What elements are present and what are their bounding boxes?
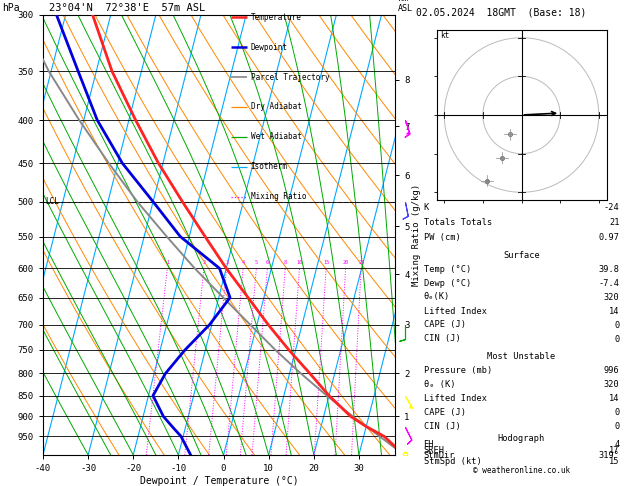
Text: 0: 0 bbox=[615, 421, 620, 431]
Text: Temp (°C): Temp (°C) bbox=[423, 264, 470, 274]
Text: 0.97: 0.97 bbox=[598, 233, 620, 242]
Text: Parcel Trajectory: Parcel Trajectory bbox=[251, 72, 330, 82]
Text: Totals Totals: Totals Totals bbox=[423, 218, 492, 227]
Text: 17: 17 bbox=[609, 446, 620, 454]
Text: 25: 25 bbox=[358, 260, 364, 265]
Text: Lifted Index: Lifted Index bbox=[423, 307, 486, 315]
Text: CAPE (J): CAPE (J) bbox=[423, 320, 465, 330]
Text: 6: 6 bbox=[266, 260, 269, 265]
Text: Dewpoint: Dewpoint bbox=[251, 43, 287, 52]
Text: 4: 4 bbox=[242, 260, 245, 265]
Text: θₑ (K): θₑ (K) bbox=[423, 380, 455, 388]
Text: Lifted Index: Lifted Index bbox=[423, 394, 486, 402]
Text: kt: kt bbox=[440, 31, 450, 40]
Text: EH: EH bbox=[423, 440, 434, 449]
Text: 0: 0 bbox=[615, 320, 620, 330]
Text: 5: 5 bbox=[255, 260, 258, 265]
Text: StmSpd (kt): StmSpd (kt) bbox=[423, 457, 481, 466]
Text: SREH: SREH bbox=[423, 446, 445, 454]
Text: Most Unstable: Most Unstable bbox=[487, 351, 555, 361]
Text: © weatheronline.co.uk: © weatheronline.co.uk bbox=[473, 467, 570, 475]
Text: 39.8: 39.8 bbox=[598, 264, 620, 274]
Text: 1: 1 bbox=[166, 260, 169, 265]
Text: 21: 21 bbox=[609, 218, 620, 227]
Text: 320: 320 bbox=[604, 380, 620, 388]
Text: 2: 2 bbox=[203, 260, 206, 265]
Text: Pressure (mb): Pressure (mb) bbox=[423, 365, 492, 375]
Text: StmDir: StmDir bbox=[423, 451, 455, 460]
Text: Mixing Ratio: Mixing Ratio bbox=[251, 192, 306, 201]
Text: -7.4: -7.4 bbox=[598, 278, 620, 288]
Text: 15: 15 bbox=[323, 260, 330, 265]
Text: km
ASL: km ASL bbox=[398, 0, 413, 13]
Text: CAPE (J): CAPE (J) bbox=[423, 407, 465, 417]
Text: -24: -24 bbox=[604, 203, 620, 212]
Text: 20: 20 bbox=[343, 260, 349, 265]
Text: 996: 996 bbox=[604, 365, 620, 375]
Text: hPa: hPa bbox=[2, 2, 19, 13]
Text: θₑ(K): θₑ(K) bbox=[423, 293, 450, 301]
Text: Hodograph: Hodograph bbox=[498, 434, 545, 443]
Text: 8: 8 bbox=[284, 260, 287, 265]
Text: Wet Adiabat: Wet Adiabat bbox=[251, 132, 301, 141]
Text: 15: 15 bbox=[609, 457, 620, 466]
Text: 319°: 319° bbox=[598, 451, 620, 460]
Text: CIN (J): CIN (J) bbox=[423, 421, 460, 431]
Y-axis label: Mixing Ratio (g/kg): Mixing Ratio (g/kg) bbox=[412, 184, 421, 286]
Text: 0: 0 bbox=[615, 334, 620, 344]
Text: PW (cm): PW (cm) bbox=[423, 233, 460, 242]
Text: CIN (J): CIN (J) bbox=[423, 334, 460, 344]
Text: 14: 14 bbox=[609, 394, 620, 402]
Text: LCL: LCL bbox=[45, 197, 58, 206]
Text: Isotherm: Isotherm bbox=[251, 162, 287, 171]
Text: 0: 0 bbox=[615, 407, 620, 417]
Text: 3: 3 bbox=[225, 260, 228, 265]
Text: 320: 320 bbox=[604, 293, 620, 301]
Text: Dry Adiabat: Dry Adiabat bbox=[251, 103, 301, 111]
Text: 10: 10 bbox=[297, 260, 303, 265]
Text: 4: 4 bbox=[615, 440, 620, 449]
Text: 23°04'N  72°38'E  57m ASL: 23°04'N 72°38'E 57m ASL bbox=[49, 2, 206, 13]
Text: Surface: Surface bbox=[503, 250, 540, 260]
Text: Temperature: Temperature bbox=[251, 13, 301, 22]
Text: K: K bbox=[423, 203, 429, 212]
Text: 02.05.2024  18GMT  (Base: 18): 02.05.2024 18GMT (Base: 18) bbox=[416, 7, 587, 17]
Text: Dewp (°C): Dewp (°C) bbox=[423, 278, 470, 288]
Text: 14: 14 bbox=[609, 307, 620, 315]
X-axis label: Dewpoint / Temperature (°C): Dewpoint / Temperature (°C) bbox=[140, 476, 298, 486]
